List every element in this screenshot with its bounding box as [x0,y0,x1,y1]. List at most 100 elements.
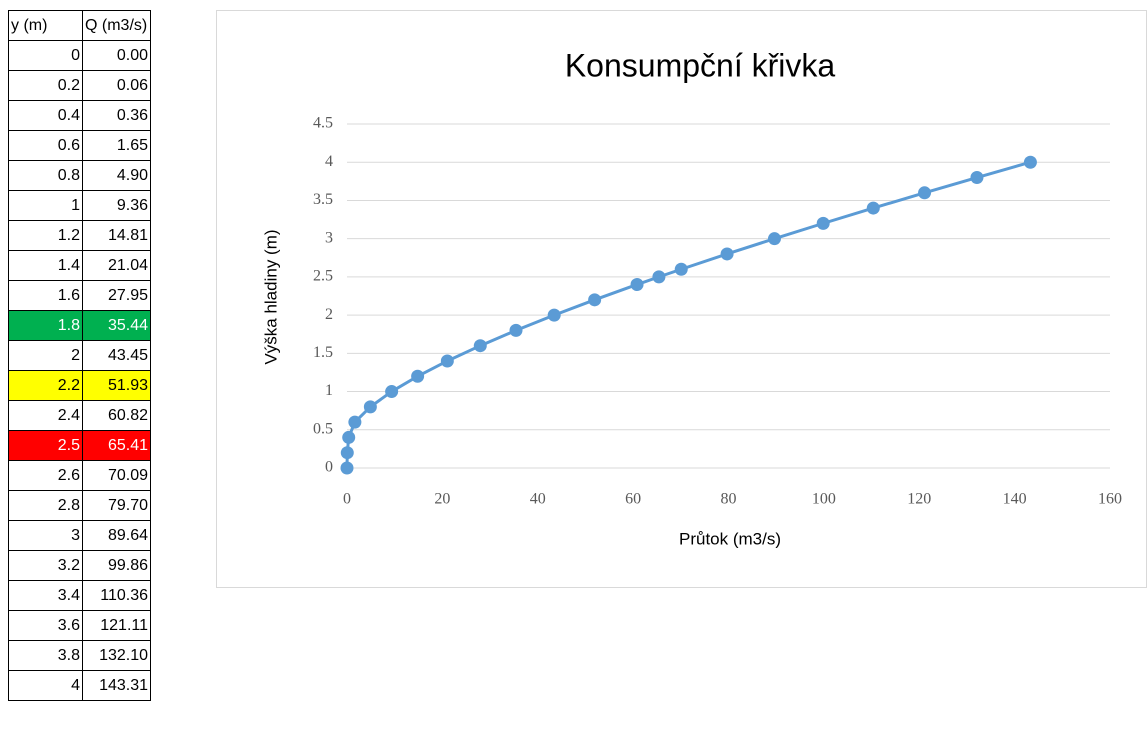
data-point [816,216,830,230]
table-row: 3 89.64 [8,520,151,551]
table-cell: 2.4 [8,400,83,431]
y-tick-label: 2 [325,306,333,323]
data-point [674,262,688,276]
table-cell: 110.36 [82,580,151,611]
table-cell: 0.06 [82,70,151,101]
x-tick-label: 140 [1003,491,1027,508]
table-cell: 35.44 [82,310,151,341]
x-tick-label: 80 [721,491,737,508]
table-cell: 2.2 [8,370,83,401]
y-tick-label: 4.5 [313,115,333,132]
table-row: 1.2 14.81 [8,220,151,251]
table-row: 2.5 65.41 [8,430,151,461]
data-point [340,461,354,475]
data-point [588,293,602,307]
table-cell: 3 [8,520,83,551]
data-point [1023,155,1037,169]
table-cell: 143.31 [82,670,151,701]
table-row: 0.8 4.90 [8,160,151,191]
data-point [918,186,932,200]
table-cell: 1.65 [82,130,151,161]
x-tick-label: 120 [907,491,931,508]
data-point [767,232,781,246]
table-row: 0.6 1.65 [8,130,151,161]
table-cell: 1.8 [8,310,83,341]
chart-title: Konsumpční křivka [565,47,836,83]
x-tick-label: 100 [812,491,836,508]
table-row: 3.2 99.86 [8,550,151,581]
table-cell: 21.04 [82,250,151,281]
data-point [866,201,880,215]
data-table: y (m) Q (m3/s) 0 0.00 0.2 0.06 0.4 0.36 0.6 1.65 0… [8,10,151,701]
table-cell: 121.11 [82,610,151,641]
table-cell: 51.93 [82,370,151,401]
table-cell: 1.6 [8,280,83,311]
y-tick-label: 0 [325,459,333,476]
x-tick-label: 40 [530,491,546,508]
data-point [363,400,377,414]
table-row: 2.2 51.93 [8,370,151,401]
data-point [340,446,354,460]
y-tick-label: 3 [325,229,333,246]
table-row: 2.8 79.70 [8,490,151,521]
data-point [440,354,454,368]
y-tick-label: 4 [325,153,333,170]
table-cell: 132.10 [82,640,151,671]
table-cell: y (m) [8,10,83,41]
table-cell: 79.70 [82,490,151,521]
data-point [547,308,561,322]
table-cell: 3.4 [8,580,83,611]
table-cell: 4 [8,670,83,701]
table-row: 3.8 132.10 [8,640,151,671]
table-cell: 3.8 [8,640,83,671]
table-cell: 9.36 [82,190,151,221]
table-cell: 2.5 [8,430,83,461]
y-tick-label: 3.5 [313,191,333,208]
table-cell: 99.86 [82,550,151,581]
data-point [652,270,666,284]
x-tick-label: 0 [343,491,351,508]
data-point [385,385,399,399]
table-row: 4 143.31 [8,670,151,701]
data-point [509,323,523,337]
data-point [473,339,487,353]
x-tick-label: 160 [1098,491,1122,508]
table-cell: 1 [8,190,83,221]
table-cell: 1.4 [8,250,83,281]
table-cell: 0.36 [82,100,151,131]
y-axis-label: Výška hladiny (m) [261,229,280,364]
table-cell: 70.09 [82,460,151,491]
table-row: 2.6 70.09 [8,460,151,491]
table-row: 3.6 121.11 [8,610,151,641]
table-row: 1.6 27.95 [8,280,151,311]
table-row: 1 9.36 [8,190,151,221]
table-cell: 4.90 [82,160,151,191]
table-cell: 2 [8,340,83,371]
data-point [342,430,356,444]
table-cell: 0.2 [8,70,83,101]
x-tick-label: 60 [625,491,641,508]
table-cell: 2.8 [8,490,83,521]
y-tick-label: 0.5 [313,420,333,437]
y-tick-label: 1.5 [313,344,333,361]
x-tick-label: 20 [434,491,450,508]
curve-line [345,160,1031,469]
table-row: y (m) Q (m3/s) [8,10,151,41]
table-cell: 65.41 [82,430,151,461]
table-cell: Q (m3/s) [82,10,151,41]
table-row: 1.4 21.04 [8,250,151,281]
y-tick-label: 1 [325,382,333,399]
table-cell: 3.2 [8,550,83,581]
data-point [720,247,734,261]
data-point [411,369,425,383]
table-row: 0.2 0.06 [8,70,151,101]
data-point [630,278,644,292]
table-cell: 2.6 [8,460,83,491]
table-cell: 0.4 [8,100,83,131]
data-point [970,171,984,185]
table-row: 3.4 110.36 [8,580,151,611]
table-row: 1.8 35.44 [8,310,151,341]
table-cell: 1.2 [8,220,83,251]
